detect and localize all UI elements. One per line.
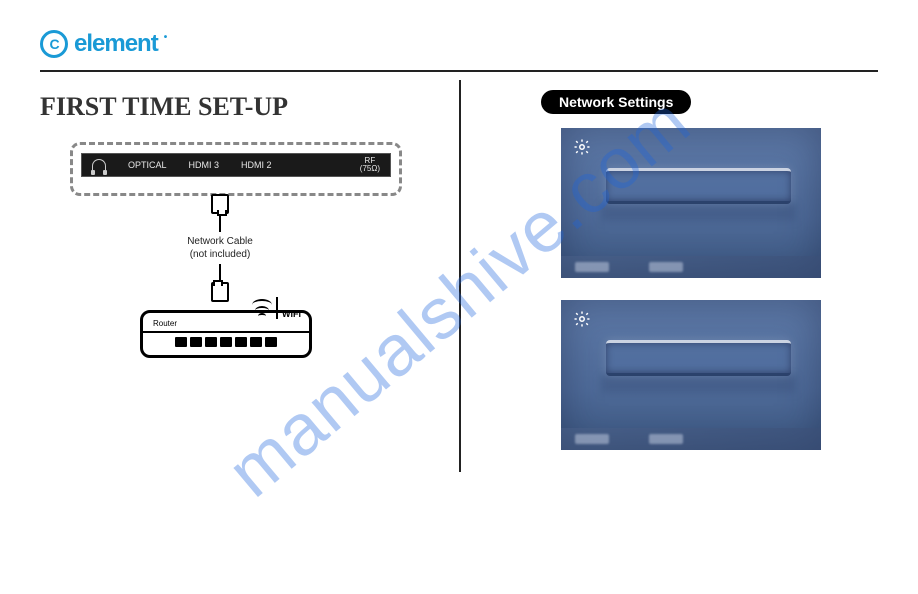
rj45-top-icon [211,194,229,214]
cable-line [219,214,221,232]
port-optical: OPTICAL [128,160,167,170]
screenshot-2 [561,300,821,450]
brand-logo: C element • [40,30,878,66]
router-ports [143,331,309,347]
logo-dot: • [164,32,167,43]
page-title: FIRST TIME SET-UP [40,92,439,122]
antenna-icon [276,297,278,319]
gear-icon [573,310,591,333]
header-rule [40,70,878,72]
field-shadow [601,375,796,393]
port-hdmi2: HDMI 2 [241,160,272,170]
headphone-icon [92,159,106,172]
screenshot-1 [561,128,821,278]
input-field [606,340,791,376]
input-field [606,168,791,204]
wifi-icon [252,301,272,319]
router-label: Router [153,319,177,328]
tv-back-panel: OPTICAL HDMI 3 HDMI 2 RF(75Ω) [70,142,402,196]
footer-bar [561,256,821,278]
wifi-label: WIFI [282,309,301,319]
port-rf: RF(75Ω) [360,157,380,173]
port-bar: OPTICAL HDMI 3 HDMI 2 RF(75Ω) [81,153,391,177]
field-shadow [601,203,796,221]
logo-text: element [74,30,158,58]
cable-diagram: Network Cable(not included) [180,194,260,302]
logo-icon: C [40,30,68,58]
gear-icon [573,138,591,161]
footer-bar [561,428,821,450]
cable-label: Network Cable(not included) [187,235,253,261]
port-hdmi3: HDMI 3 [189,160,220,170]
router-diagram: WIFI Router [140,310,312,358]
section-pill: Network Settings [541,90,691,114]
